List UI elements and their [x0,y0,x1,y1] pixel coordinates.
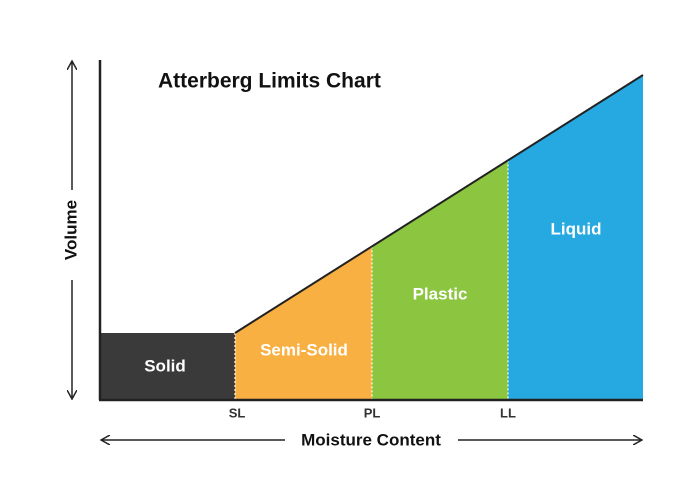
title: Atterberg Limits Chart [158,70,381,93]
region-label: Plastic [413,284,468,303]
x-axis-label: Moisture Content [301,430,441,449]
region-label: Solid [144,356,186,375]
y-axis-label: Volume [61,200,80,260]
limit-label: LL [500,405,516,420]
volume-line [234,74,644,334]
limit-label: PL [364,405,381,420]
liquid-region [508,75,643,400]
semi-solid-region [235,246,372,400]
plastic-region [372,160,508,400]
region-label: Semi-Solid [260,340,348,359]
region-label: Liquid [551,219,602,238]
limit-label: SL [229,405,246,420]
solid-region [100,333,235,400]
